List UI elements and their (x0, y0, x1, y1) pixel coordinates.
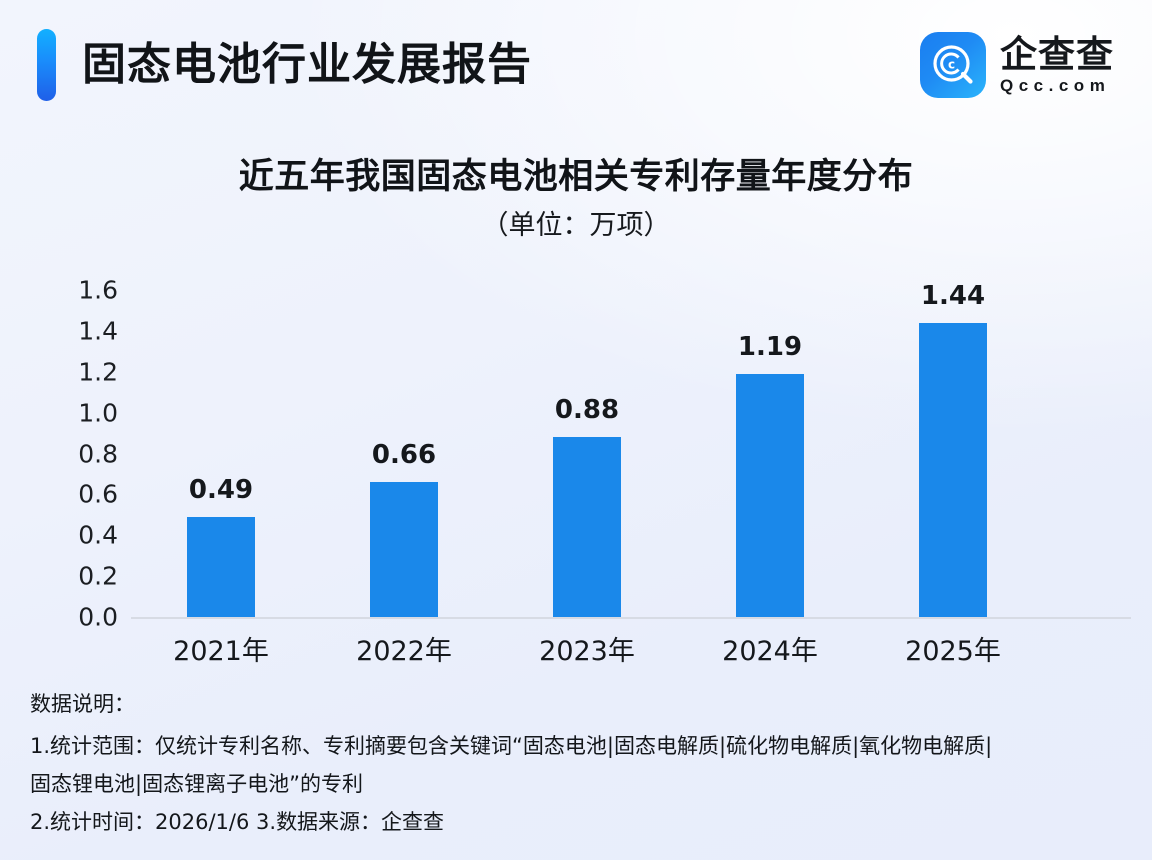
y-axis-tick-label: 0.0 (78, 602, 118, 632)
note-line: 固态锂电池|固态锂离子电池”的专利 (30, 772, 363, 796)
brand-domain: Qcc.com (1000, 75, 1111, 95)
notes-heading: 数据说明： (30, 692, 135, 716)
bar-value-label: 0.49 (188, 474, 254, 505)
data-notes: 数据说明： 1.统计范围：仅统计专利名称、专利摘要包含关键词“固态电池|固态电解… (30, 685, 1130, 841)
x-axis-tick-label: 2025年 (905, 636, 1001, 667)
page-title: 固态电池行业发展报告 (82, 39, 532, 90)
y-axis-tick-label: 0.6 (78, 479, 118, 509)
brand-name-cn: 企查查 (1000, 33, 1114, 77)
bar-value-label: 0.88 (554, 395, 620, 426)
x-axis-tick-label: 2022年 (356, 636, 452, 667)
brand-wordmark: 企查查 Qcc.com (1000, 32, 1114, 98)
bar[interactable] (553, 437, 621, 617)
accent-bar (37, 29, 56, 101)
brand-logo: c 企查查 Qcc.com (920, 29, 1114, 101)
bar[interactable] (919, 322, 987, 617)
bar-value-label: 1.19 (737, 331, 803, 362)
x-axis-tick-label: 2021年 (173, 636, 269, 667)
qcc-logo-icon: c (920, 32, 986, 98)
y-axis-tick-label: 0.2 (78, 561, 118, 591)
x-axis-tick-label: 2023年 (539, 636, 635, 667)
chart-title: 近五年我国固态电池相关专利存量年度分布 (238, 157, 914, 197)
svg-text:c: c (948, 58, 955, 72)
bar[interactable] (187, 516, 255, 617)
notes-body: 1.统计范围：仅统计专利名称、专利摘要包含关键词“固态电池|固态电解质|硫化物电… (30, 727, 1130, 841)
bar-value-label: 0.66 (371, 440, 437, 471)
bar[interactable] (736, 373, 804, 617)
x-axis-line (131, 617, 1131, 619)
y-axis-tick-label: 1.6 (78, 275, 118, 305)
y-axis-tick-label: 0.8 (78, 439, 118, 468)
y-axis-tick-label: 1.2 (78, 357, 118, 387)
y-axis-tick-label: 1.4 (78, 316, 118, 346)
chart-subtitle: （单位：万项） (481, 210, 671, 241)
x-axis-tick-label: 2024年 (722, 636, 818, 667)
y-axis-tick-label: 1.0 (78, 398, 118, 428)
bar[interactable] (370, 482, 438, 617)
note-line: 1.统计范围：仅统计专利名称、专利摘要包含关键词“固态电池|固态电解质|硫化物电… (30, 734, 993, 758)
note-line: 2.统计时间：2026/1/6 3.数据来源：企查查 (30, 810, 445, 834)
page-header: 固态电池行业发展报告 c 企查查 Qcc.com (0, 0, 1152, 122)
y-axis-tick-label: 0.4 (78, 520, 118, 550)
bar-value-label: 1.44 (920, 280, 986, 311)
